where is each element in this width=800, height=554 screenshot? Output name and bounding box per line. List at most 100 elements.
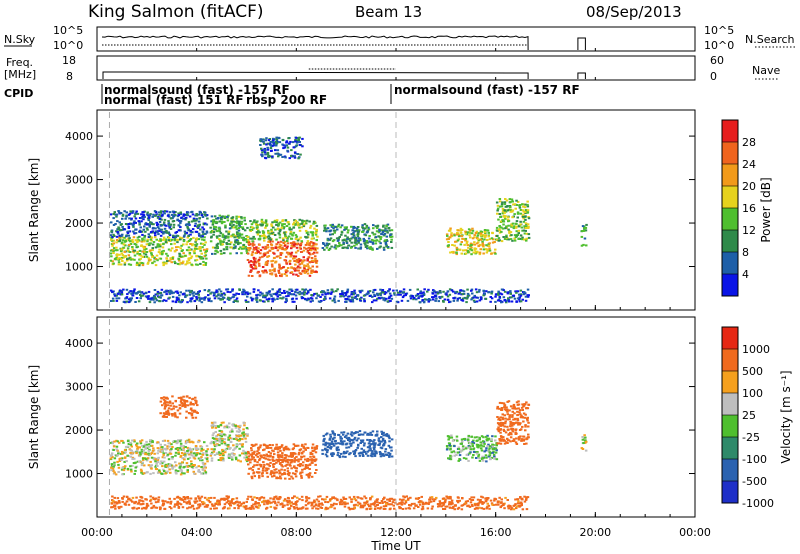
- data-cell: [135, 449, 139, 452]
- data-cell: [314, 233, 318, 236]
- data-cell: [466, 231, 470, 234]
- data-cell: [352, 291, 356, 294]
- data-cell: [307, 243, 310, 246]
- data-cell: [513, 407, 516, 410]
- data-cell: [285, 454, 288, 457]
- data-cell: [280, 244, 283, 247]
- data-cell: [447, 457, 450, 460]
- data-cell: [293, 465, 296, 468]
- data-cell: [306, 459, 310, 462]
- data-cell: [354, 239, 358, 241]
- data-cell: [175, 440, 178, 443]
- data-cell: [205, 231, 209, 234]
- data-cell: [511, 430, 515, 433]
- data-cell: [167, 463, 170, 466]
- data-cell: [374, 225, 378, 228]
- data-cell: [167, 220, 170, 223]
- data-cell: [238, 222, 241, 225]
- data-cell: [270, 232, 274, 235]
- data-cell: [459, 442, 463, 445]
- data-cell: [150, 456, 154, 459]
- data-cell: [308, 274, 312, 277]
- data-cell: [261, 471, 264, 474]
- data-cell: [311, 450, 314, 452]
- data-cell: [466, 240, 469, 243]
- data-cell: [504, 215, 507, 218]
- data-cell: [229, 224, 232, 226]
- data-cell: [204, 262, 208, 264]
- data-cell: [487, 231, 490, 234]
- data-cell: [296, 239, 300, 242]
- data-cell: [319, 296, 322, 298]
- data-cell: [256, 450, 259, 453]
- data-cell: [509, 201, 512, 204]
- data-cell: [217, 425, 220, 428]
- data-cell: [169, 449, 173, 452]
- data-cell: [496, 299, 500, 302]
- data-cell: [368, 440, 372, 443]
- data-cell: [496, 207, 500, 210]
- data-cell: [511, 427, 515, 430]
- data-cell: [315, 265, 319, 268]
- data-cell: [109, 457, 113, 460]
- data-cell: [289, 459, 292, 462]
- data-cell: [362, 451, 365, 453]
- data-cell: [141, 457, 145, 460]
- freq-unit: [MHz]: [4, 68, 36, 81]
- data-cell: [210, 291, 213, 294]
- data-cell: [500, 402, 504, 405]
- data-cell: [171, 395, 174, 398]
- data-cell: [195, 411, 198, 414]
- data-cell: [200, 445, 204, 448]
- data-cell: [211, 437, 215, 440]
- data-cell: [449, 448, 452, 451]
- data-cell: [366, 446, 370, 449]
- data-cell: [456, 299, 459, 302]
- data-cell: [164, 451, 168, 454]
- data-cell: [389, 233, 392, 236]
- data-cell: [384, 450, 387, 453]
- data-cell: [519, 209, 523, 211]
- data-cell: [244, 291, 248, 294]
- data-cell: [275, 468, 278, 471]
- data-cell: [423, 288, 426, 291]
- data-cell: [145, 458, 148, 461]
- data-cell: [503, 404, 506, 407]
- data-cell: [225, 242, 228, 244]
- data-cell: [158, 217, 162, 220]
- data-cell: [289, 140, 292, 143]
- data-cell: [131, 464, 134, 467]
- data-cell: [247, 457, 250, 460]
- data-cell: [304, 288, 307, 291]
- data-cell: [359, 239, 362, 242]
- data-cell: [326, 292, 330, 295]
- data-cell: [323, 437, 326, 440]
- data-cell: [177, 452, 180, 455]
- data-cell: [111, 290, 114, 293]
- data-cell: [221, 439, 224, 442]
- data-cell: [238, 289, 241, 291]
- data-cell: [152, 447, 155, 450]
- data-cell: [143, 248, 146, 251]
- data-cell: [210, 220, 213, 223]
- data-cell: [231, 458, 234, 461]
- data-cell: [368, 240, 371, 243]
- data-cell: [245, 427, 249, 429]
- data-cell: [374, 442, 377, 445]
- data-cell: [249, 296, 253, 299]
- data-cell: [390, 246, 394, 249]
- data-cell: [180, 237, 184, 240]
- data-cell: [232, 301, 235, 303]
- data-cell: [470, 253, 473, 256]
- data-cell: [498, 401, 502, 404]
- data-cell: [215, 291, 218, 294]
- data-cell: [356, 226, 360, 228]
- data-cell: [467, 459, 470, 462]
- data-cell: [580, 235, 584, 238]
- data-cell: [186, 469, 189, 472]
- data-cell: [509, 238, 513, 241]
- data-cell: [365, 452, 368, 455]
- data-cell: [122, 441, 125, 444]
- data-cell: [326, 442, 329, 445]
- data-cell: [494, 300, 497, 303]
